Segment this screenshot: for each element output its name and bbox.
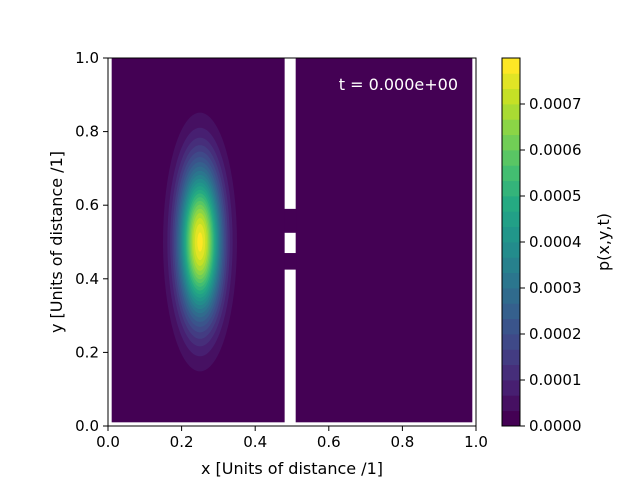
colorbar-band bbox=[502, 165, 520, 182]
colorbar-band bbox=[502, 58, 520, 74]
barrier-wall bbox=[284, 58, 297, 426]
y-tick-label: 1.0 bbox=[75, 49, 99, 67]
colorbar-band bbox=[502, 134, 520, 151]
colorbar-band bbox=[502, 88, 520, 105]
colorbar-band bbox=[502, 410, 520, 427]
colorbar-tick-label: 0.0002 bbox=[529, 325, 582, 343]
colorbar-band bbox=[502, 364, 520, 381]
colorbar-tick-label: 0.0005 bbox=[529, 187, 582, 205]
x-tick-label: 0.2 bbox=[170, 433, 194, 451]
colorbar-band bbox=[502, 349, 520, 366]
colorbar-band bbox=[502, 242, 520, 258]
colorbar-bands bbox=[502, 58, 520, 427]
colorbar-band bbox=[502, 288, 520, 304]
colorbar-band bbox=[502, 334, 520, 350]
barrier-opening-0 bbox=[284, 253, 297, 270]
colorbar-label: p(x,y,t) bbox=[594, 213, 613, 271]
colorbar-tick-label: 0.0001 bbox=[529, 371, 582, 389]
x-axis: 0.0 0.2 0.4 0.6 0.8 1.0 bbox=[96, 426, 488, 451]
colorbar-band bbox=[502, 257, 520, 274]
barrier-opening-1 bbox=[284, 208, 297, 233]
y-axis-label: y [Units of distance /1] bbox=[47, 151, 66, 333]
time-annotation: t = 0.000e+00 bbox=[339, 75, 458, 94]
x-tick-label: 0.0 bbox=[96, 433, 120, 451]
contour-level-23 bbox=[197, 232, 203, 252]
y-tick-label: 0.8 bbox=[75, 123, 99, 141]
colorbar-band bbox=[502, 303, 520, 320]
colorbar-tick-label: 0.0000 bbox=[529, 417, 582, 435]
colorbar-band bbox=[502, 226, 520, 243]
x-tick-label: 0.4 bbox=[243, 433, 267, 451]
colorbar-tick-label: 0.0006 bbox=[529, 141, 582, 159]
colorbar-band bbox=[502, 211, 520, 228]
colorbar-band bbox=[502, 104, 520, 120]
x-tick-label: 1.0 bbox=[464, 433, 488, 451]
colorbar-tick-label: 0.0007 bbox=[529, 95, 582, 113]
colorbar-band bbox=[502, 119, 520, 136]
colorbar-band bbox=[502, 180, 520, 197]
colorbar-band bbox=[502, 395, 520, 412]
colorbar-band bbox=[502, 318, 520, 335]
colorbar-tick-label: 0.0004 bbox=[529, 233, 582, 251]
colorbar: 0.0000 0.0001 0.0002 0.0003 0.0004 0.0005 0.00… bbox=[501, 57, 613, 435]
colorbar-band bbox=[502, 272, 520, 289]
x-tick-label: 0.8 bbox=[390, 433, 414, 451]
x-tick-label: 0.6 bbox=[317, 433, 341, 451]
y-axis: 0.0 0.2 0.4 0.6 0.8 1.0 bbox=[75, 49, 108, 435]
colorbar-band bbox=[502, 73, 520, 90]
plot-frame bbox=[107, 57, 477, 427]
x-axis-label: x [Units of distance /1] bbox=[201, 459, 383, 478]
y-tick-label: 0.4 bbox=[75, 270, 99, 288]
y-tick-label: 0.2 bbox=[75, 343, 99, 361]
y-tick-label: 0.6 bbox=[75, 196, 99, 214]
colorbar-band bbox=[502, 380, 520, 396]
plot-area: t = 0.000e+00 bbox=[107, 57, 477, 427]
colorbar-tick-label: 0.0003 bbox=[529, 279, 582, 297]
barrier-segment bbox=[284, 58, 296, 426]
colorbar-band bbox=[502, 196, 520, 212]
colorbar-axis: 0.0000 0.0001 0.0002 0.0003 0.0004 0.0005 0.00… bbox=[520, 95, 582, 435]
colorbar-band bbox=[502, 150, 520, 166]
y-tick-label: 0.0 bbox=[75, 417, 99, 435]
